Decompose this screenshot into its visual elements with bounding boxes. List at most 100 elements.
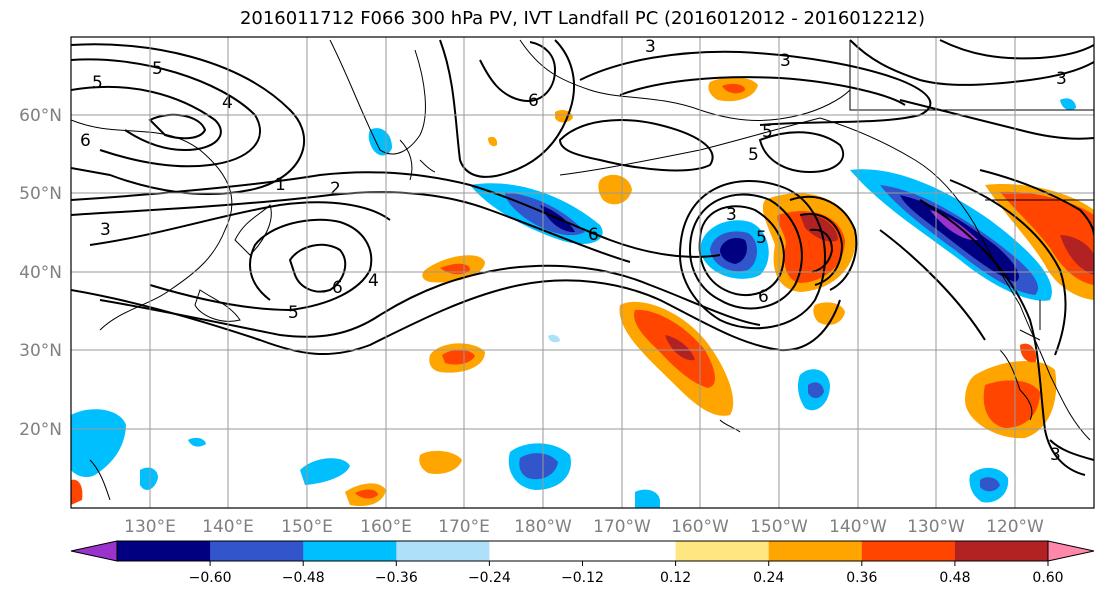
pv-anomaly-shading xyxy=(71,77,1094,508)
contour-15 xyxy=(619,76,906,106)
colorbar-tick-label: −0.24 xyxy=(468,570,511,586)
contour-label: 5 xyxy=(152,59,163,79)
contour-label: 4 xyxy=(222,93,233,113)
lon-label: 130°E xyxy=(124,517,176,537)
colorbar-extend-left xyxy=(70,540,118,562)
contour-31 xyxy=(879,229,986,341)
contour-label: 1 xyxy=(275,175,286,195)
colorbar-cell xyxy=(954,541,1049,561)
contour-label: 3 xyxy=(100,220,111,240)
contour-19 xyxy=(688,193,803,310)
colorbar-tick-label: −0.48 xyxy=(282,570,325,586)
contour-5 xyxy=(71,171,721,258)
lat-label: 50°N xyxy=(19,184,62,204)
contour-label: 6 xyxy=(528,91,539,111)
colorbar-extend-right xyxy=(1047,540,1095,562)
contour-label: 6 xyxy=(758,287,769,307)
contour-12 xyxy=(439,39,575,178)
contour-9 xyxy=(99,264,761,338)
contour-20 xyxy=(678,180,826,330)
longitude-labels: 130°E 140°E 150°E 160°E 170°E 180°W 170°… xyxy=(124,517,1044,537)
colorbar-cell xyxy=(768,541,863,561)
contour-label: 5 xyxy=(762,122,773,142)
contour-30 xyxy=(1049,439,1094,461)
lat-label: 40°N xyxy=(19,263,62,283)
contour-label: 5 xyxy=(92,73,103,93)
contour-14 xyxy=(579,50,932,126)
latitude-labels: 60°N 50°N 40°N 30°N 20°N xyxy=(19,106,62,440)
contour-16 xyxy=(558,119,714,172)
contour-1 xyxy=(71,43,306,195)
contour-labels: 5 5 4 6 1 2 3 6 5 4 3 6 3 5 5 6 5 6 3 3 … xyxy=(80,37,1067,465)
colorbar-tick-label: 0.24 xyxy=(753,570,784,586)
contour-7 xyxy=(89,201,391,246)
contour-label: 3 xyxy=(726,205,737,225)
lon-label: 150°W xyxy=(750,517,808,537)
colorbar-tick-label: −0.36 xyxy=(375,570,418,586)
colorbar-tick-label: 0.36 xyxy=(846,570,877,586)
gridlines xyxy=(71,37,1094,508)
lon-label: 130°W xyxy=(907,517,965,537)
colorbar-cell xyxy=(489,541,583,561)
contour-23 xyxy=(809,228,834,273)
colorbar-ticks: −0.60 −0.48 −0.36 −0.24 −0.12 0.12 0.24 0.36 0.4… xyxy=(189,561,1064,586)
contour-28 xyxy=(949,179,1067,356)
contour-label: 5 xyxy=(748,145,759,165)
lat-label: 30°N xyxy=(19,341,62,361)
map-area: 5 5 4 6 1 2 3 6 5 4 3 6 3 5 5 6 5 6 3 3 … xyxy=(71,37,1094,508)
contour-11 xyxy=(288,243,347,293)
contour-13 xyxy=(479,41,557,102)
contour-label: 3 xyxy=(645,37,656,57)
contour-label: 6 xyxy=(588,225,599,245)
contour-2 xyxy=(71,58,261,168)
contour-21 xyxy=(789,195,858,291)
colorbar-tick-label: −0.12 xyxy=(561,570,604,586)
lon-label: 170°E xyxy=(438,517,490,537)
colorbar-tick-label: −0.60 xyxy=(189,570,232,586)
contour-label: 3 xyxy=(780,51,791,71)
colorbar: −0.60 −0.48 −0.36 −0.24 −0.12 0.12 0.24 0.36 0.4… xyxy=(70,540,1095,586)
colorbar-cell xyxy=(396,541,490,561)
contour-24 xyxy=(849,39,1094,86)
lat-label: 60°N xyxy=(19,106,62,126)
map-frame xyxy=(70,36,1095,509)
contour-label: 4 xyxy=(368,271,379,291)
colorbar-cell xyxy=(117,541,211,561)
lon-label: 180°W xyxy=(514,517,572,537)
map-title: 2016011712 F066 300 hPa PV, IVT Landfall… xyxy=(239,8,926,29)
colorbar-cells xyxy=(117,541,1049,561)
contour-27 xyxy=(979,169,1094,236)
lon-label: 140°E xyxy=(202,517,254,537)
contour-8 xyxy=(71,279,841,355)
colorbar-cell xyxy=(675,541,770,561)
colorbar-tick-label: 0.12 xyxy=(660,570,691,586)
contour-label: 5 xyxy=(288,303,299,323)
contour-17 xyxy=(758,131,845,174)
lon-label: 170°W xyxy=(593,517,651,537)
contour-label: 3 xyxy=(1056,69,1067,89)
lon-label: 120°W xyxy=(986,517,1044,537)
contour-22 xyxy=(799,213,844,286)
contour-label: 6 xyxy=(332,278,343,298)
colorbar-tick-label: 0.48 xyxy=(939,570,970,586)
contour-18 xyxy=(698,205,785,296)
lon-label: 160°W xyxy=(671,517,729,537)
colorbar-cell xyxy=(303,541,397,561)
contour-label: 3 xyxy=(1050,445,1061,465)
contour-26 xyxy=(939,39,1094,60)
lat-label: 20°N xyxy=(19,420,62,440)
colorbar-cell xyxy=(210,541,304,561)
contour-29 xyxy=(919,199,1086,476)
lon-label: 140°W xyxy=(829,517,887,537)
contour-label: 6 xyxy=(80,131,91,151)
lon-label: 150°E xyxy=(281,517,333,537)
contour-label: 5 xyxy=(756,228,767,248)
lon-label: 160°E xyxy=(360,517,412,537)
contour-label: 2 xyxy=(330,179,341,199)
colorbar-cell xyxy=(861,541,956,561)
contour-10 xyxy=(149,218,373,312)
colorbar-cell xyxy=(582,541,677,561)
colorbar-tick-label: 0.60 xyxy=(1032,570,1063,586)
contour-3 xyxy=(71,85,222,152)
